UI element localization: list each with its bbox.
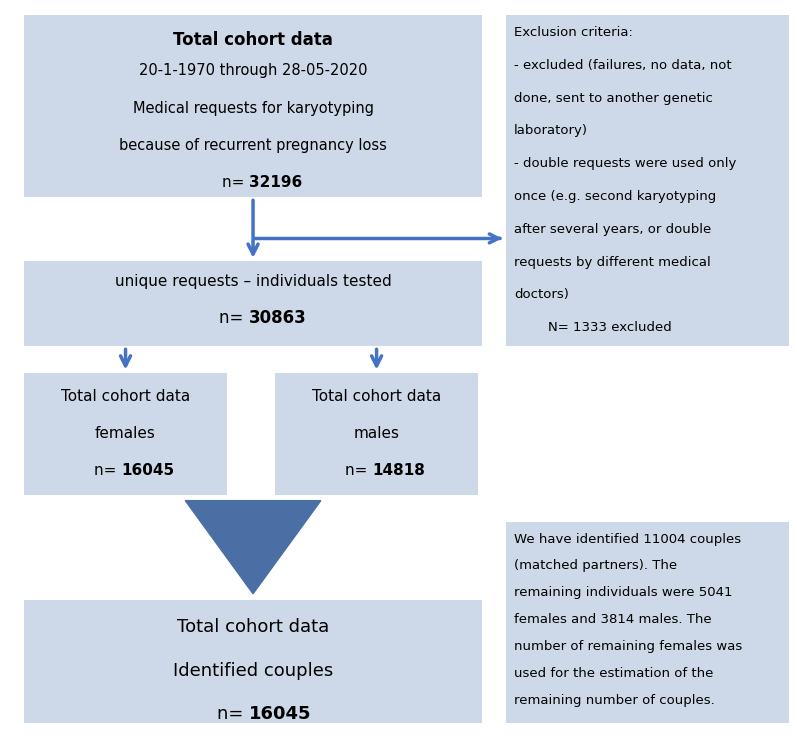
Text: - excluded (failures, no data, not: - excluded (failures, no data, not	[514, 59, 732, 72]
Text: Identified couples: Identified couples	[173, 662, 333, 679]
Polygon shape	[185, 501, 320, 594]
Text: laboratory): laboratory)	[514, 124, 588, 137]
Text: Total cohort data: Total cohort data	[173, 31, 333, 49]
FancyBboxPatch shape	[24, 372, 227, 495]
Text: 30863: 30863	[249, 309, 307, 327]
FancyBboxPatch shape	[506, 15, 789, 346]
Text: Total cohort data: Total cohort data	[61, 389, 190, 404]
FancyBboxPatch shape	[24, 261, 482, 346]
Text: Exclusion criteria:: Exclusion criteria:	[514, 26, 633, 39]
Text: N= 1333 excluded: N= 1333 excluded	[514, 321, 672, 334]
Text: n=: n=	[94, 463, 121, 478]
Text: 14818: 14818	[372, 463, 426, 478]
Text: Medical requests for karyotyping: Medical requests for karyotyping	[132, 101, 374, 115]
Text: 16045: 16045	[249, 705, 312, 723]
Text: unique requests – individuals tested: unique requests – individuals tested	[115, 274, 391, 289]
Text: 16045: 16045	[121, 463, 175, 478]
Text: doctors): doctors)	[514, 288, 569, 301]
Text: Total cohort data: Total cohort data	[312, 389, 442, 404]
Text: males: males	[354, 426, 399, 441]
Text: (matched partners). The: (matched partners). The	[514, 559, 677, 572]
Text: used for the estimation of the: used for the estimation of the	[514, 667, 713, 679]
Text: n=: n=	[219, 309, 249, 327]
Text: We have identified 11004 couples: We have identified 11004 couples	[514, 533, 741, 545]
Text: 32196: 32196	[249, 175, 302, 190]
Text: - double requests were used only: - double requests were used only	[514, 157, 736, 170]
Text: number of remaining females was: number of remaining females was	[514, 640, 742, 653]
Text: Total cohort data: Total cohort data	[177, 618, 329, 636]
FancyBboxPatch shape	[506, 522, 789, 723]
Text: requests by different medical: requests by different medical	[514, 256, 711, 268]
Text: remaining individuals were 5041: remaining individuals were 5041	[514, 586, 732, 599]
FancyBboxPatch shape	[24, 15, 482, 197]
Text: remaining number of couples.: remaining number of couples.	[514, 694, 715, 706]
Text: because of recurrent pregnancy loss: because of recurrent pregnancy loss	[119, 138, 387, 153]
Text: 20-1-1970 through 28-05-2020: 20-1-1970 through 28-05-2020	[139, 63, 367, 78]
Text: once (e.g. second karyotyping: once (e.g. second karyotyping	[514, 190, 717, 203]
Text: females: females	[95, 426, 156, 441]
Text: females and 3814 males. The: females and 3814 males. The	[514, 613, 712, 626]
FancyBboxPatch shape	[24, 600, 482, 723]
Text: n=: n=	[345, 463, 372, 478]
Text: done, sent to another genetic: done, sent to another genetic	[514, 92, 713, 104]
Text: after several years, or double: after several years, or double	[514, 223, 711, 235]
Text: n=: n=	[217, 705, 249, 723]
Text: n=: n=	[222, 175, 249, 190]
FancyBboxPatch shape	[275, 372, 478, 495]
